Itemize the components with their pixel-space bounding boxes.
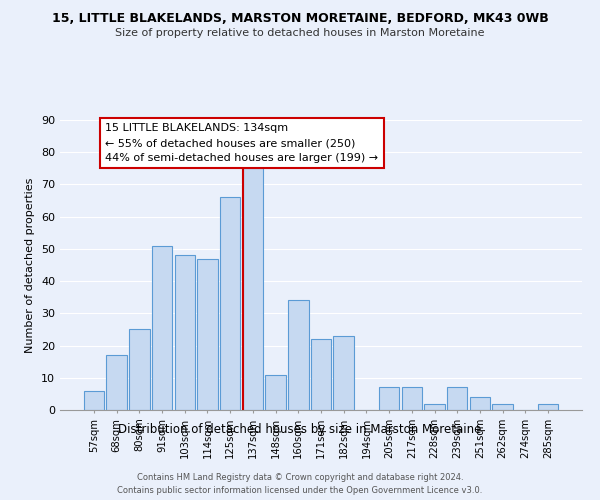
Bar xyxy=(288,300,308,410)
Bar xyxy=(401,388,422,410)
Bar xyxy=(538,404,558,410)
Bar xyxy=(129,330,149,410)
Bar xyxy=(493,404,513,410)
Text: Contains HM Land Registry data © Crown copyright and database right 2024.: Contains HM Land Registry data © Crown c… xyxy=(137,472,463,482)
Text: 15, LITTLE BLAKELANDS, MARSTON MORETAINE, BEDFORD, MK43 0WB: 15, LITTLE BLAKELANDS, MARSTON MORETAINE… xyxy=(52,12,548,26)
Bar xyxy=(311,339,331,410)
Bar xyxy=(197,258,218,410)
Bar xyxy=(152,246,172,410)
Bar xyxy=(470,397,490,410)
Text: Contains public sector information licensed under the Open Government Licence v3: Contains public sector information licen… xyxy=(118,486,482,495)
Y-axis label: Number of detached properties: Number of detached properties xyxy=(25,178,35,352)
Bar xyxy=(84,390,104,410)
Text: 15 LITTLE BLAKELANDS: 134sqm
← 55% of detached houses are smaller (250)
44% of s: 15 LITTLE BLAKELANDS: 134sqm ← 55% of de… xyxy=(105,123,379,163)
Bar xyxy=(334,336,354,410)
Bar xyxy=(175,256,195,410)
Bar xyxy=(242,168,263,410)
Text: Distribution of detached houses by size in Marston Moretaine: Distribution of detached houses by size … xyxy=(118,422,482,436)
Bar xyxy=(447,388,467,410)
Text: Size of property relative to detached houses in Marston Moretaine: Size of property relative to detached ho… xyxy=(115,28,485,38)
Bar xyxy=(106,355,127,410)
Bar xyxy=(424,404,445,410)
Bar xyxy=(220,198,241,410)
Bar xyxy=(379,388,400,410)
Bar xyxy=(265,374,286,410)
